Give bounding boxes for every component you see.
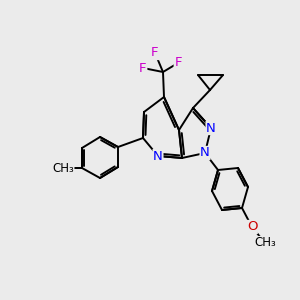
- Text: O: O: [247, 220, 257, 233]
- Text: F: F: [139, 61, 147, 74]
- Text: F: F: [174, 56, 182, 70]
- Text: N: N: [153, 149, 163, 163]
- Text: N: N: [200, 146, 210, 160]
- Text: F: F: [151, 46, 159, 59]
- Text: N: N: [206, 122, 216, 134]
- Text: CH₃: CH₃: [52, 161, 74, 175]
- Text: CH₃: CH₃: [254, 236, 276, 250]
